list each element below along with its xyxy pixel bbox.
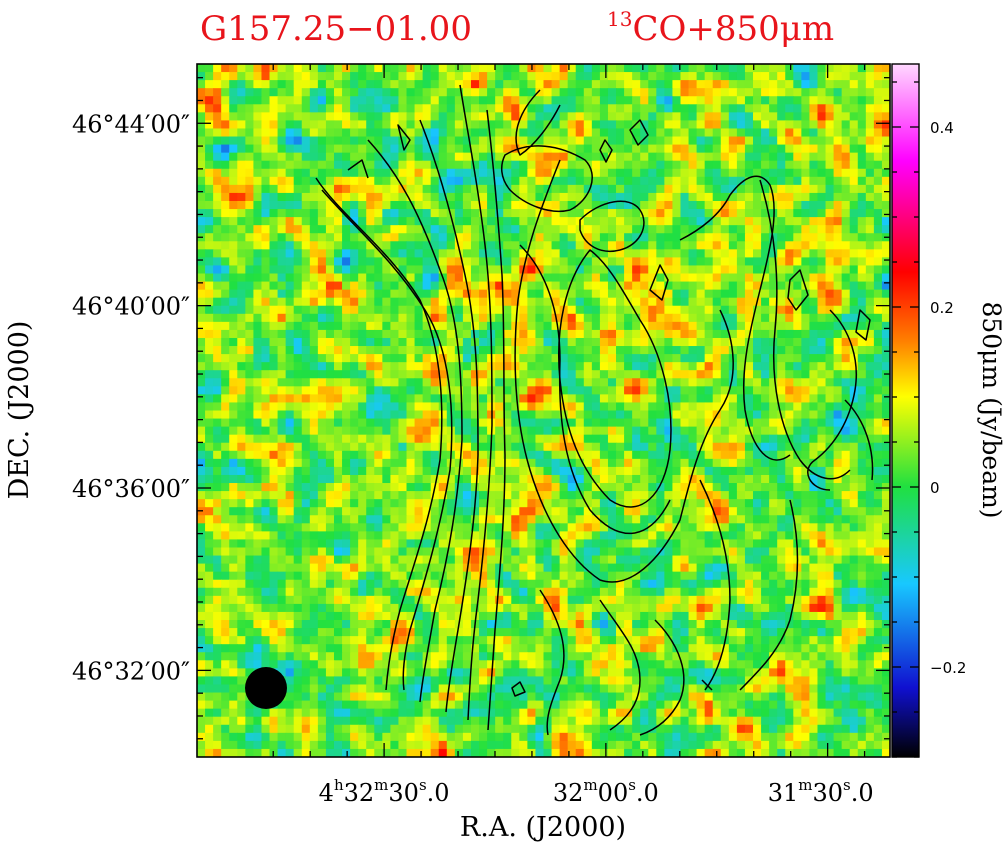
title-right-text: CO+850μm [632, 9, 834, 49]
contour-line [321, 189, 453, 691]
contour-line [515, 89, 561, 156]
contour-line [459, 84, 493, 721]
contour-line [519, 244, 671, 535]
dec-tick-label: 46°36′00″ [72, 475, 190, 503]
contour-line [419, 119, 479, 713]
ra-tick-labels: 4h32m30s.0 32m00s.0 31m30s.0 [319, 776, 874, 807]
dec-tick-labels: 46°44′00″ 46°40′00″ 46°36′00″ 46°32′00″ [72, 110, 190, 685]
contour-line [347, 159, 369, 179]
colorbar-tick-label: 0.4 [930, 119, 954, 137]
contour-line [844, 399, 874, 481]
contour-line [701, 679, 713, 691]
colorbar-tick-label: −0.2 [930, 659, 966, 677]
ra-tick-label: 4h32m30s.0 [319, 776, 450, 807]
contour-line [539, 589, 565, 736]
contour-line [558, 249, 672, 508]
colorbar-label: 850μm (Jy/beam) [977, 301, 1003, 518]
contour-line [699, 479, 731, 691]
contour-line [514, 159, 734, 583]
ra-tick-label: 32m00s.0 [553, 776, 659, 807]
contour-line [855, 309, 871, 341]
contour-line [679, 175, 791, 461]
contour-line [759, 179, 851, 480]
contour-line [649, 264, 669, 301]
x-axis-label: R.A. (J2000) [460, 812, 626, 843]
contour-line [629, 119, 649, 146]
dec-tick-label: 46°32′00″ [72, 657, 190, 685]
colorbar-frame [891, 63, 920, 758]
frame-ticks [197, 64, 890, 757]
contour-lines [315, 84, 874, 736]
beam-circle [245, 667, 287, 709]
colorbar-ticks: 0.4 0.2 0 −0.2 [892, 81, 966, 758]
contour-line [486, 109, 506, 731]
y-axis-label: DEC. (J2000) [4, 321, 35, 500]
chart-title-left: G157.25−01.00 [200, 9, 472, 49]
contour-line [739, 499, 799, 691]
contour-line [787, 269, 809, 311]
contour-line [367, 139, 463, 703]
title-superscript: 13 [607, 7, 632, 31]
contour-line [579, 200, 645, 252]
contour-line [315, 177, 443, 691]
contour-line [599, 599, 641, 731]
dec-tick-label: 46°44′00″ [72, 110, 190, 138]
contour-line [500, 145, 593, 212]
colorbar [892, 64, 919, 757]
colorbar-tick-label: 0.2 [930, 299, 954, 317]
heatmap-image [197, 64, 890, 757]
plot-frame [196, 63, 891, 758]
dec-tick-label: 46°40′00″ [72, 293, 190, 321]
contour-line [639, 619, 685, 736]
chart-title-right: 13CO+850μm [607, 7, 834, 49]
colorbar-tick-label: 0 [930, 479, 940, 497]
contour-line [511, 681, 526, 697]
contour-line [599, 139, 613, 163]
contour-line [397, 124, 411, 151]
contour-line [807, 309, 857, 491]
ra-tick-label: 31m30s.0 [768, 776, 874, 807]
